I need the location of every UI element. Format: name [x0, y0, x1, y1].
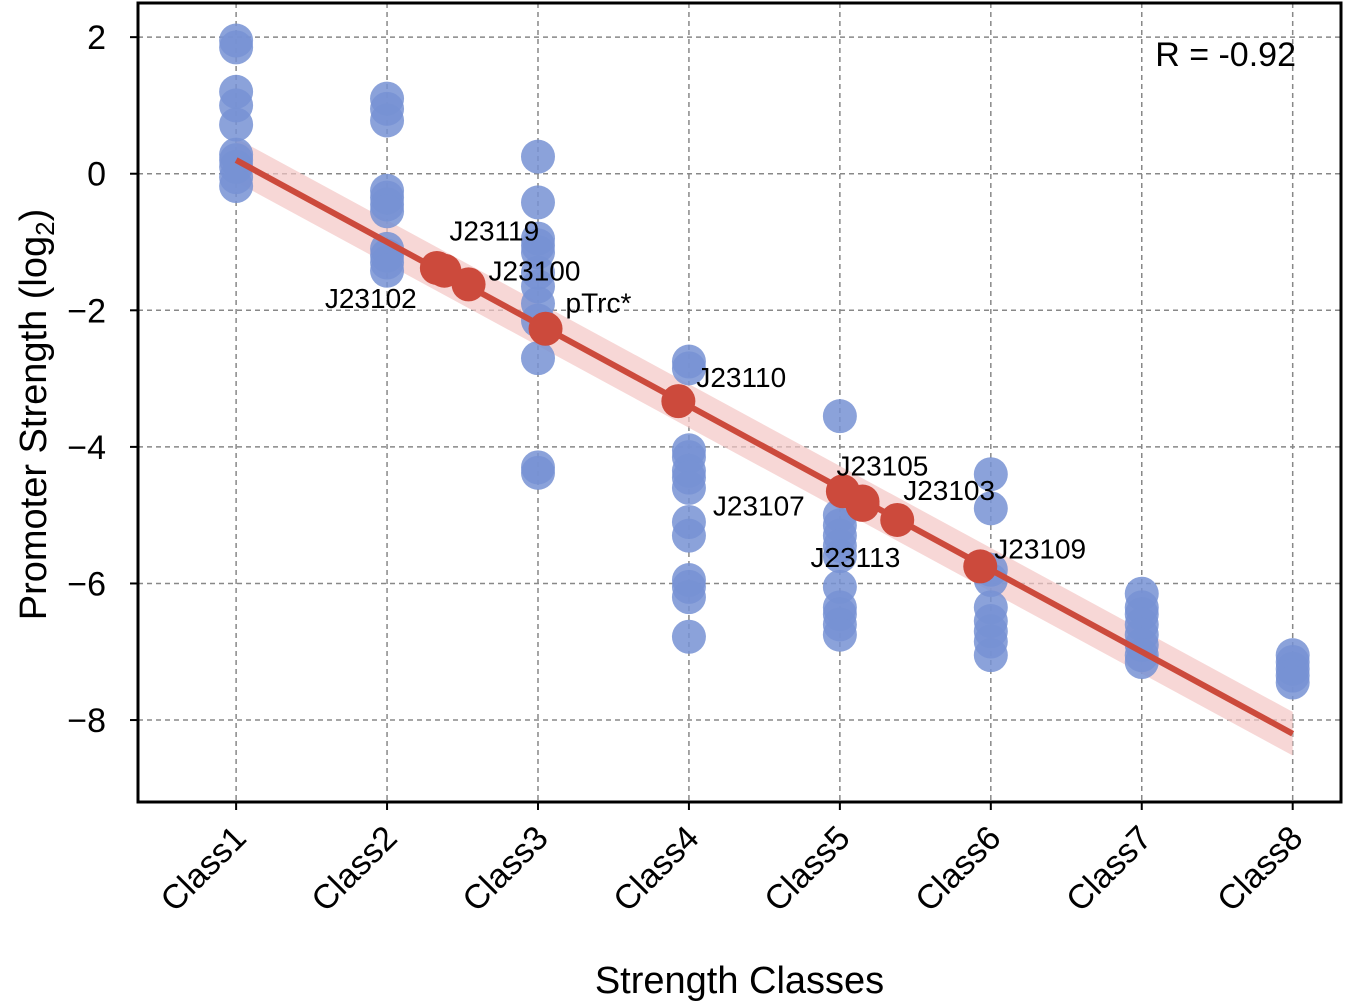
y-axis-title: Promoter Strength (log2) — [13, 209, 60, 621]
data-point — [219, 107, 254, 142]
x-tick-label: Class6 — [908, 819, 1008, 919]
y-axis-title-main: Promoter Strength (log — [13, 236, 55, 620]
data-point — [219, 30, 254, 65]
labeled-point-ptrc — [528, 311, 563, 346]
x-tick-label: Class5 — [757, 819, 857, 919]
data-point — [973, 457, 1008, 492]
data-point — [370, 103, 405, 138]
labeled-point-j23103 — [880, 502, 915, 537]
data-point — [370, 253, 405, 288]
data-point — [370, 194, 405, 229]
data-point — [973, 491, 1008, 526]
data-point — [671, 470, 706, 505]
x-tick-label: Class2 — [304, 819, 404, 919]
y-axis-ticks: 2 0 −2 −4 −6 −8 — [67, 19, 138, 740]
labeled-point-j23109 — [963, 549, 998, 584]
labeled-point-j23113 — [845, 487, 880, 522]
point-label-j23119: J23119 — [449, 216, 539, 247]
data-point — [822, 539, 857, 574]
fit-line — [234, 157, 1295, 737]
labeled-point-j23110 — [661, 384, 696, 419]
x-axis-title: Strength Classes — [595, 960, 884, 1002]
data-points-layer — [219, 23, 1310, 700]
point-label-j23103: J23103 — [903, 475, 995, 506]
y-tick-label: 0 — [87, 156, 106, 194]
y-tick-label: −4 — [67, 429, 106, 467]
plot-frame — [136, 1, 1343, 804]
data-point — [671, 619, 706, 654]
labeled-point-j23100 — [451, 267, 486, 302]
correlation-annotation: R = -0.92 — [1155, 36, 1296, 74]
point-label-j23100: J23100 — [489, 255, 581, 286]
x-tick-label: Class1 — [153, 819, 253, 919]
y-tick-label: 2 — [87, 19, 106, 57]
data-point — [1275, 665, 1310, 700]
data-point — [973, 638, 1008, 673]
y-axis-title-close: ) — [13, 209, 55, 222]
fit-line-layer — [234, 157, 1295, 737]
point-label-j23102: J23102 — [325, 283, 417, 314]
data-point — [822, 617, 857, 652]
data-point — [520, 139, 555, 174]
x-tick-label: Class7 — [1059, 819, 1159, 919]
x-tick-label: Class3 — [455, 819, 555, 919]
point-label-ptrc: pTrc* — [566, 288, 632, 319]
data-point — [671, 518, 706, 553]
x-tick-label: Class8 — [1210, 819, 1310, 919]
y-tick-label: −2 — [67, 292, 106, 330]
y-tick-label: −6 — [67, 565, 106, 603]
data-point — [671, 351, 706, 386]
data-point — [520, 341, 555, 376]
point-label-j23109: J23109 — [994, 533, 1086, 564]
x-axis-ticks: Class1 Class2 Class3 Class4 Class5 Class6 Clas… — [153, 802, 1310, 919]
point-label-j23107: J23107 — [713, 490, 805, 521]
point-label-j23113: J23113 — [811, 542, 901, 573]
x-tick-label: Class4 — [606, 819, 706, 919]
y-tick-label: −8 — [67, 702, 106, 740]
point-label-j23110: J23110 — [696, 362, 786, 393]
data-point — [671, 580, 706, 615]
data-point — [822, 399, 857, 434]
point-label-j23105: J23105 — [837, 451, 929, 482]
data-point — [219, 169, 254, 204]
data-point — [520, 185, 555, 220]
data-point — [520, 455, 555, 490]
y-axis-title-subscript: 2 — [30, 221, 60, 235]
